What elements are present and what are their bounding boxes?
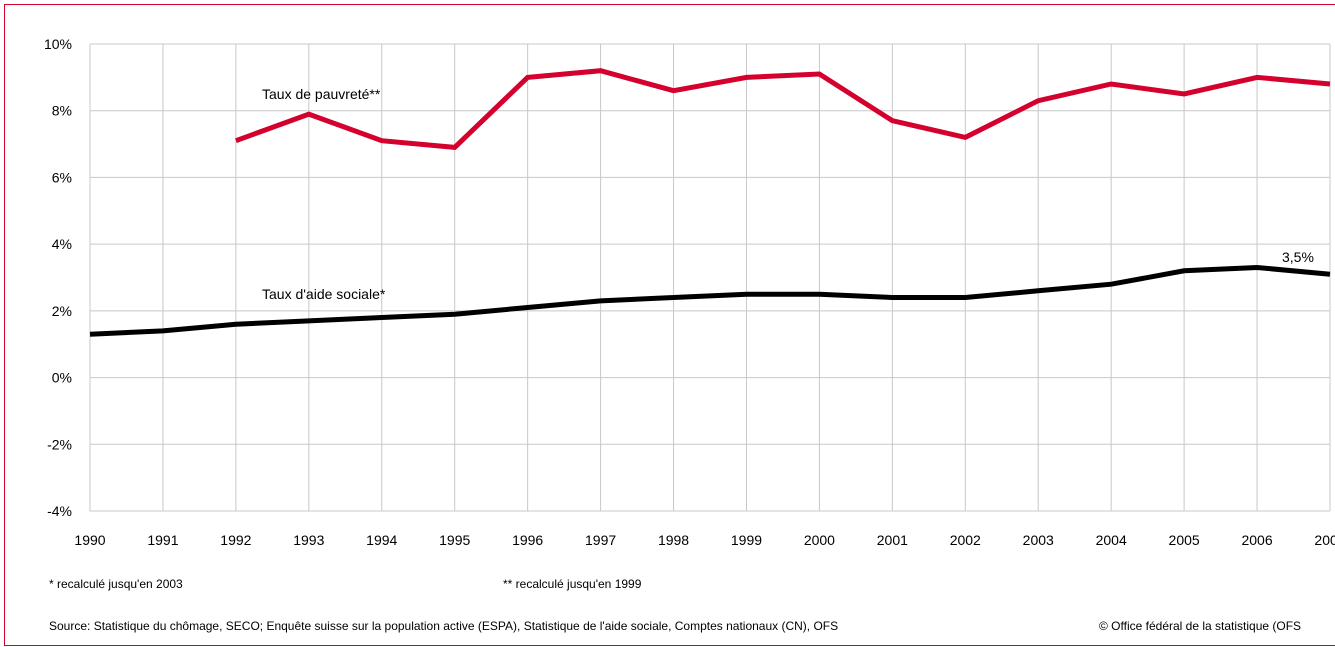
- x-tick-label: 1990: [74, 532, 105, 548]
- series-labels: Taux de pauvreté** Taux d'aide sociale* …: [262, 86, 1314, 302]
- x-tick-label: 1991: [147, 532, 178, 548]
- footnote-1: * recalculé jusqu'en 2003: [49, 577, 183, 591]
- x-tick-label: 1994: [366, 532, 397, 548]
- y-tick-label: 10%: [44, 36, 72, 52]
- series-line-1: [89, 264, 1331, 337]
- copyright-note: © Office fédéral de la statistique (OFS: [1099, 619, 1302, 633]
- x-tick-label: 1995: [439, 532, 470, 548]
- series-label-social-aid: Taux d'aide sociale*: [262, 286, 386, 302]
- x-tick-label: 1999: [731, 532, 762, 548]
- y-tick-label: 4%: [52, 236, 72, 252]
- x-tick-label: 1992: [220, 532, 251, 548]
- y-tick-label: 6%: [52, 169, 72, 185]
- x-tick-label: 1993: [293, 532, 324, 548]
- series-lines: [89, 68, 1331, 337]
- x-tick-label: 1997: [585, 532, 616, 548]
- x-tick-label: 2007: [1314, 532, 1335, 548]
- y-tick-label: 0%: [52, 370, 72, 386]
- annotation-label: 3,5%: [1282, 249, 1314, 265]
- footnote-2: ** recalculé jusqu'en 1999: [503, 577, 642, 591]
- grid-lines: [89, 43, 1331, 512]
- x-tick-label: 2000: [804, 532, 835, 548]
- y-tick-label: 2%: [52, 303, 72, 319]
- y-axis-tick-labels: -4% -2% 0% 2% 4% 6% 8% 10%: [44, 36, 72, 519]
- y-tick-label: 8%: [52, 103, 72, 119]
- y-tick-label: -2%: [47, 436, 72, 452]
- x-tick-label: 2002: [950, 532, 981, 548]
- x-tick-label: 2005: [1169, 532, 1200, 548]
- x-tick-label: 1996: [512, 532, 543, 548]
- x-axis-tick-labels: 1990 1991 1992 1993 1994 1995 1996 1997 1998 1999…: [74, 532, 1335, 548]
- x-tick-label: 1998: [658, 532, 689, 548]
- x-tick-label: 2001: [877, 532, 908, 548]
- source-note: Source: Statistique du chômage, SECO; En…: [49, 619, 839, 633]
- chart-frame: [4, 4, 1335, 646]
- x-tick-label: 2004: [1096, 532, 1127, 548]
- series-line-0: [235, 68, 1331, 150]
- series-label-poverty: Taux de pauvreté**: [262, 86, 381, 102]
- x-tick-label: 2006: [1241, 532, 1272, 548]
- y-tick-label: -4%: [47, 503, 72, 519]
- x-tick-label: 2003: [1023, 532, 1054, 548]
